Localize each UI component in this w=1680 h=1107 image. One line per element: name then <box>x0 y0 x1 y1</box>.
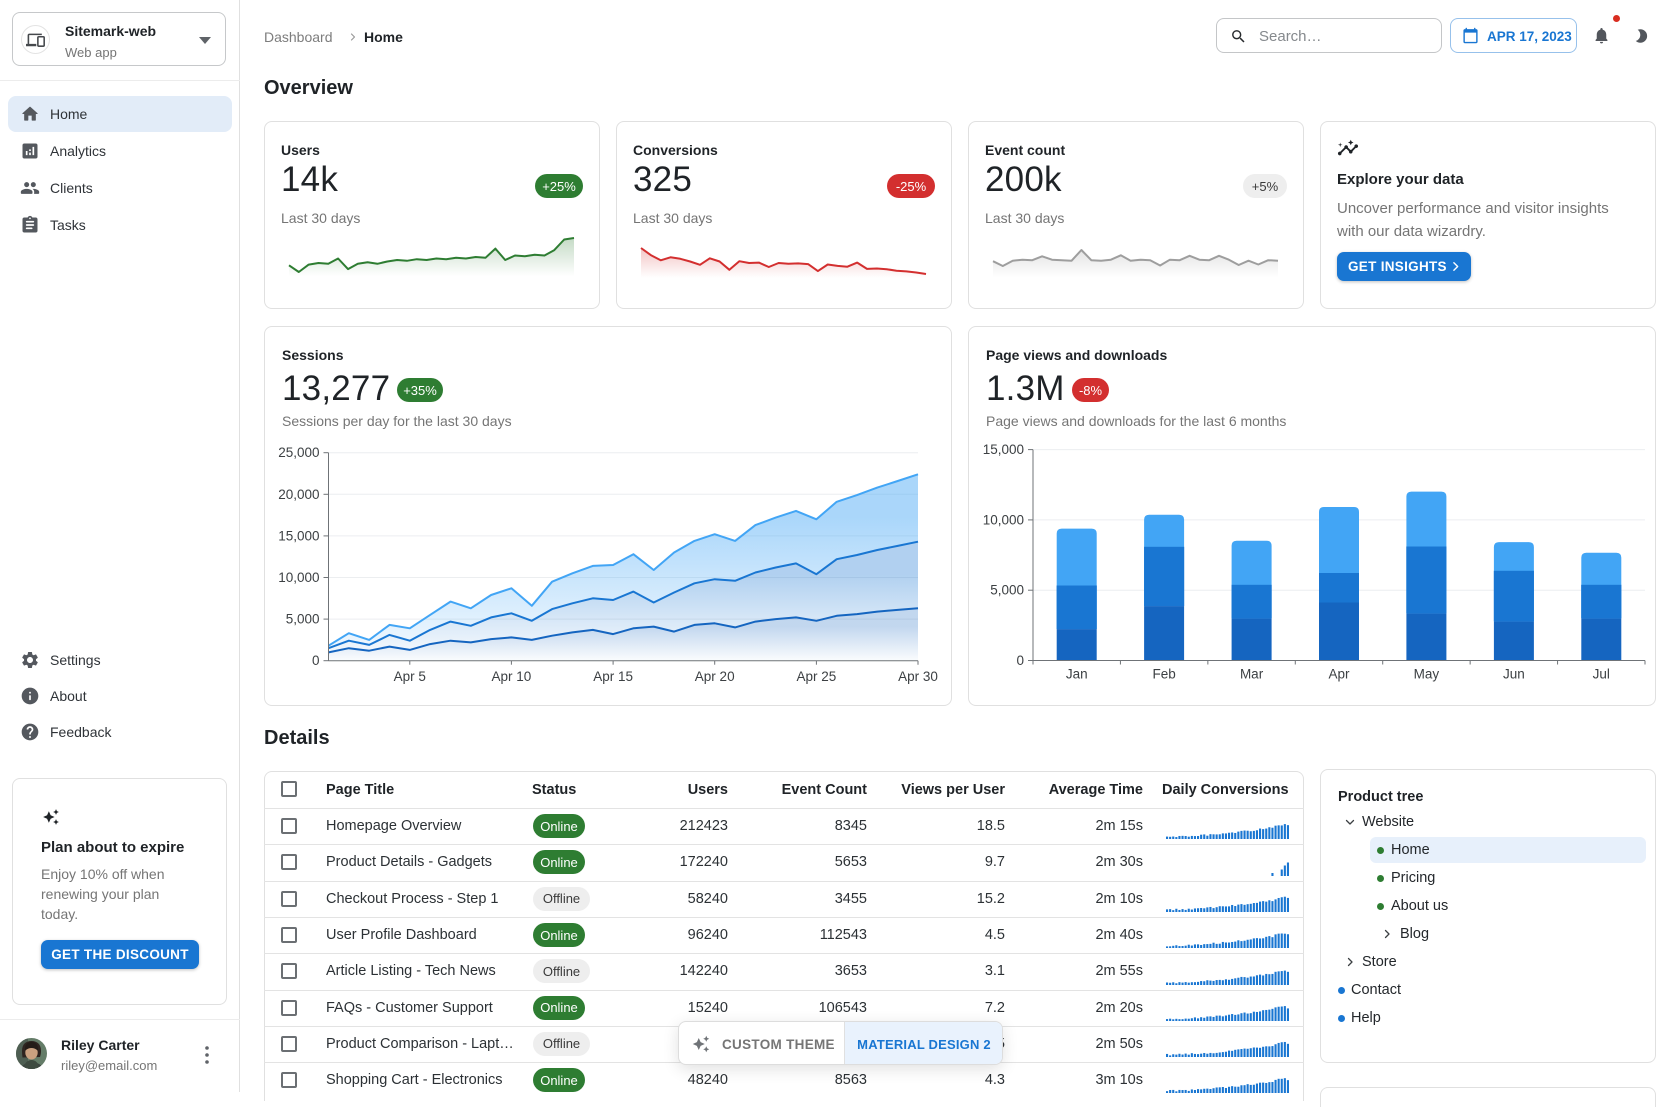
svg-text:0: 0 <box>1016 653 1024 668</box>
svg-text:Jul: Jul <box>1593 667 1610 682</box>
svg-text:Apr 25: Apr 25 <box>797 669 837 684</box>
svg-text:Apr 30: Apr 30 <box>898 669 938 684</box>
svg-text:Feb: Feb <box>1153 667 1176 682</box>
svg-text:Apr: Apr <box>1328 667 1350 682</box>
svg-text:0: 0 <box>312 653 320 668</box>
svg-text:Mar: Mar <box>1240 667 1264 682</box>
svg-text:Apr 20: Apr 20 <box>695 669 735 684</box>
svg-text:Apr 10: Apr 10 <box>492 669 532 684</box>
svg-text:10,000: 10,000 <box>983 512 1024 527</box>
svg-text:20,000: 20,000 <box>278 487 319 502</box>
svg-text:5,000: 5,000 <box>990 583 1024 598</box>
svg-text:10,000: 10,000 <box>278 570 319 585</box>
svg-text:15,000: 15,000 <box>983 442 1024 457</box>
svg-text:5,000: 5,000 <box>286 612 320 627</box>
svg-text:Jun: Jun <box>1503 667 1525 682</box>
svg-text:25,000: 25,000 <box>278 445 319 460</box>
svg-text:Apr 15: Apr 15 <box>593 669 633 684</box>
svg-text:Apr 5: Apr 5 <box>394 669 426 684</box>
svg-text:15,000: 15,000 <box>278 528 319 543</box>
svg-text:Jan: Jan <box>1066 667 1088 682</box>
svg-text:May: May <box>1414 667 1440 682</box>
